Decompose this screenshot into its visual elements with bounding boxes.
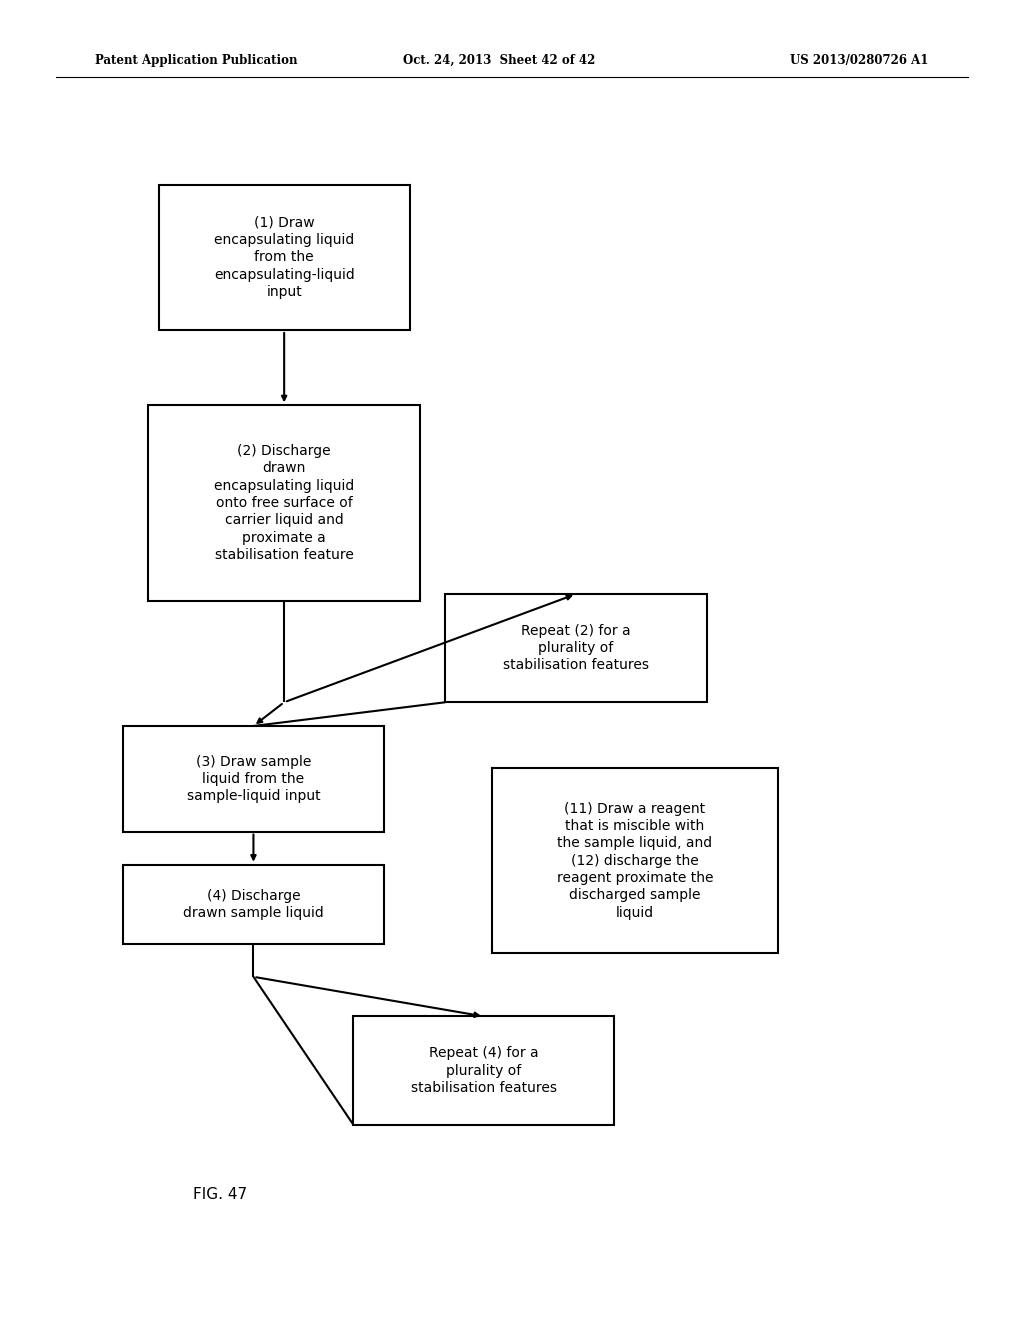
FancyBboxPatch shape — [492, 768, 778, 953]
Text: Repeat (2) for a
plurality of
stabilisation features: Repeat (2) for a plurality of stabilisat… — [503, 624, 649, 672]
Text: Repeat (4) for a
plurality of
stabilisation features: Repeat (4) for a plurality of stabilisat… — [411, 1047, 557, 1094]
Text: US 2013/0280726 A1: US 2013/0280726 A1 — [791, 54, 929, 67]
FancyBboxPatch shape — [123, 865, 384, 944]
FancyBboxPatch shape — [148, 405, 420, 601]
Text: Patent Application Publication: Patent Application Publication — [95, 54, 298, 67]
FancyBboxPatch shape — [445, 594, 707, 702]
Text: (1) Draw
encapsulating liquid
from the
encapsulating-liquid
input: (1) Draw encapsulating liquid from the e… — [214, 215, 354, 300]
Text: (3) Draw sample
liquid from the
sample-liquid input: (3) Draw sample liquid from the sample-l… — [186, 755, 321, 803]
FancyBboxPatch shape — [353, 1016, 614, 1125]
Text: FIG. 47: FIG. 47 — [194, 1187, 247, 1203]
FancyBboxPatch shape — [123, 726, 384, 832]
Text: (11) Draw a reagent
that is miscible with
the sample liquid, and
(12) discharge : (11) Draw a reagent that is miscible wit… — [557, 801, 713, 920]
Text: (4) Discharge
drawn sample liquid: (4) Discharge drawn sample liquid — [183, 888, 324, 920]
Text: (2) Discharge
drawn
encapsulating liquid
onto free surface of
carrier liquid and: (2) Discharge drawn encapsulating liquid… — [214, 444, 354, 562]
FancyBboxPatch shape — [159, 185, 410, 330]
Text: Oct. 24, 2013  Sheet 42 of 42: Oct. 24, 2013 Sheet 42 of 42 — [402, 54, 595, 67]
